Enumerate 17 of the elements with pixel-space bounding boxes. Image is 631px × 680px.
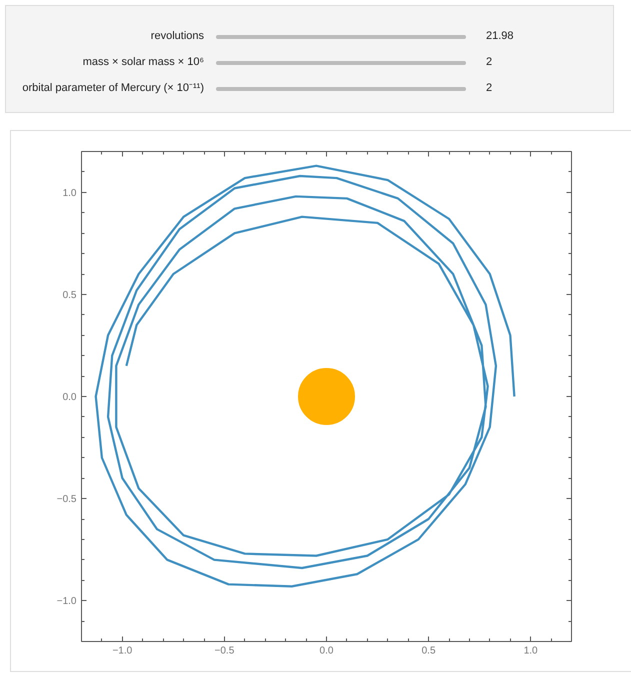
x-tick-label: 1.0 bbox=[524, 646, 538, 656]
text: 2 bbox=[485, 81, 492, 96]
y-tick-label: −1.0 bbox=[56, 596, 77, 608]
x-tick-label: 0.5 bbox=[422, 646, 436, 656]
text: orbital parameter of Mercury (× 10⁻¹¹) bbox=[21, 81, 205, 96]
y-tick-label: 0.5 bbox=[62, 290, 77, 301]
x-tick-label: −0.5 bbox=[214, 646, 235, 656]
text: 21.98 bbox=[485, 29, 514, 44]
y-tick-label: 0.0 bbox=[62, 392, 77, 403]
y-tick-label: 1.0 bbox=[62, 188, 77, 199]
text: mass × solar mass × 10⁶ bbox=[82, 55, 205, 70]
text: revolutions bbox=[150, 29, 205, 44]
x-tick-label: −1.0 bbox=[112, 646, 133, 656]
line-series bbox=[94, 164, 516, 588]
x-tick-label: 0.0 bbox=[320, 646, 334, 656]
y-tick-label: −0.5 bbox=[56, 494, 77, 506]
text: 2 bbox=[485, 55, 492, 70]
